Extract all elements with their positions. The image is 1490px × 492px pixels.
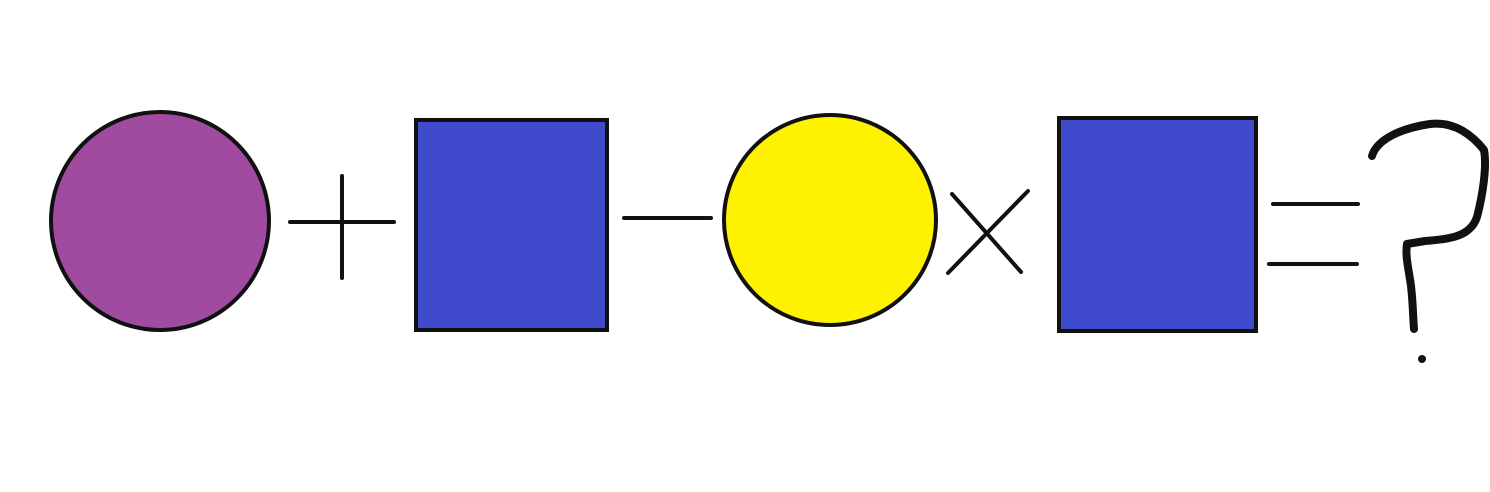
plus-operator	[288, 174, 396, 280]
times-operator	[946, 189, 1030, 275]
blue-square-second	[1057, 116, 1258, 333]
purple-circle	[49, 110, 271, 332]
yellow-circle	[722, 113, 938, 327]
blue-square-first	[414, 118, 609, 332]
equals-operator	[1267, 202, 1360, 266]
question-mark-icon	[1368, 119, 1490, 363]
